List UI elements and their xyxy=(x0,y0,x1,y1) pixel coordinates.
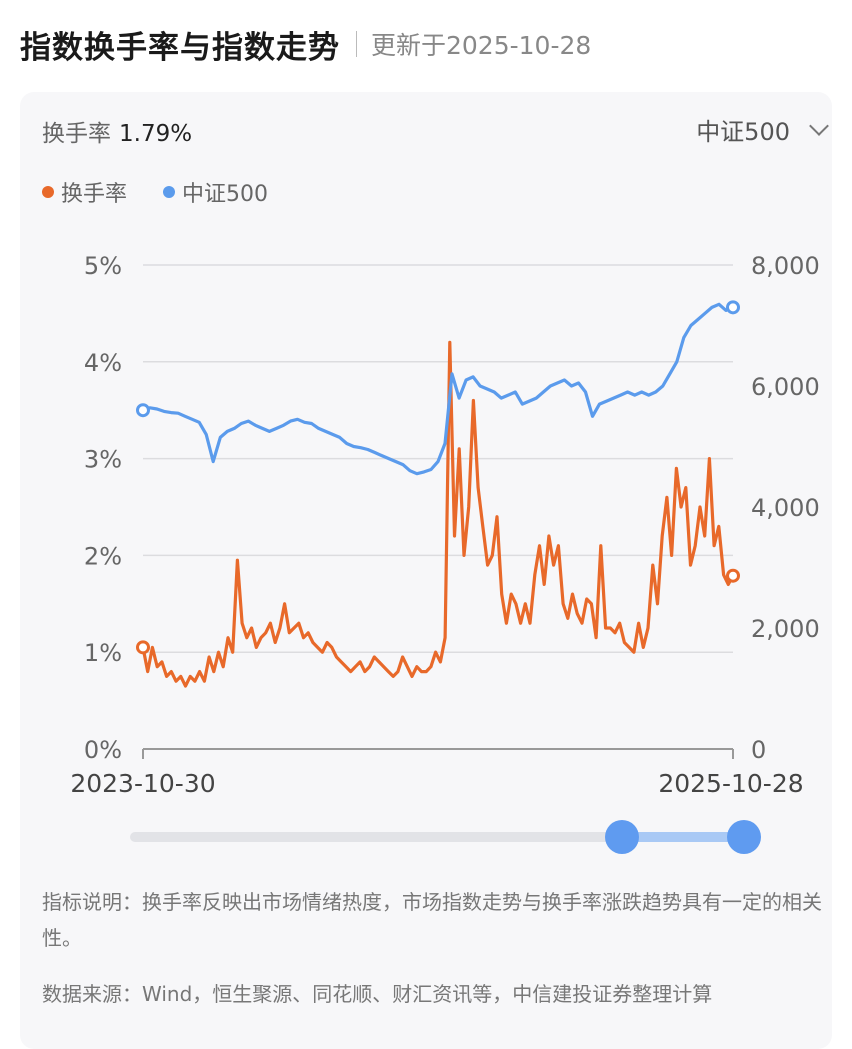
turnover-summary: 换手率 1.79% xyxy=(42,114,192,148)
turnover-series-line xyxy=(141,340,735,688)
left-axis-tick-label: 4% xyxy=(84,349,122,377)
line-chart[interactable]: 0% 1% 2% 3% 4% 5% 0 2,000 4,000 6,000 8,000 2023-10… xyxy=(0,0,852,810)
page-title: 指数换手率与指数走势 xyxy=(20,29,340,66)
turnover-end-point xyxy=(726,568,740,583)
page-header: 指数换手率与指数走势 更新于2025-10-28 xyxy=(20,22,591,66)
turnover-start-point xyxy=(136,640,150,655)
x-axis-start-label: 2023-10-30 xyxy=(70,769,215,798)
legend-dot-csi500 xyxy=(163,186,176,198)
index-selector[interactable]: 中证500 xyxy=(696,112,829,147)
csi500-series-line xyxy=(142,302,734,476)
chart-legend: 换手率 中证500 xyxy=(42,176,304,208)
legend-item-turnover[interactable]: 换手率 xyxy=(42,176,127,208)
data-source: 数据来源：Wind，恒生聚源、同花顺、财汇资讯等，中信建投证券整理计算 xyxy=(42,982,713,1006)
turnover-value: 1.79% xyxy=(119,121,193,147)
slider-selected-range[interactable] xyxy=(620,832,744,842)
right-axis-tick-label: 8,000 xyxy=(751,252,820,280)
legend-label-csi500: 中证500 xyxy=(182,182,269,207)
slider-handle-end[interactable] xyxy=(727,820,761,854)
right-axis-tick-label: 4,000 xyxy=(751,494,820,522)
left-axis-tick-label: 0% xyxy=(84,736,122,764)
index-selector-label: 中证500 xyxy=(696,118,790,146)
x-axis-end-label: 2025-10-28 xyxy=(658,769,803,798)
csi500-end-point xyxy=(726,300,740,315)
left-axis-tick-label: 5% xyxy=(84,252,122,280)
left-axis-tick-label: 3% xyxy=(84,446,122,474)
left-axis-tick-label: 2% xyxy=(84,542,122,570)
turnover-label: 换手率 xyxy=(42,121,111,147)
right-axis-tick-label: 0 xyxy=(751,736,766,764)
range-slider[interactable] xyxy=(130,818,761,858)
title-divider xyxy=(356,31,357,57)
slider-handle-start[interactable] xyxy=(605,820,639,854)
legend-label-turnover: 换手率 xyxy=(61,182,128,207)
legend-dot-turnover xyxy=(42,186,54,198)
chart-card xyxy=(20,92,832,1049)
left-axis-tick-label: 1% xyxy=(84,639,122,667)
right-axis-tick-label: 6,000 xyxy=(751,373,820,401)
update-date: 更新于2025-10-28 xyxy=(371,31,592,60)
csi500-start-point xyxy=(136,403,150,418)
legend-item-csi500[interactable]: 中证500 xyxy=(163,176,268,208)
right-axis-tick-label: 2,000 xyxy=(751,615,820,643)
indicator-explanation: 指标说明：换手率反映出市场情绪热度，市场指数走势与换手率涨跌趋势具有一定的相关性… xyxy=(42,890,822,950)
slider-track[interactable] xyxy=(130,832,750,842)
